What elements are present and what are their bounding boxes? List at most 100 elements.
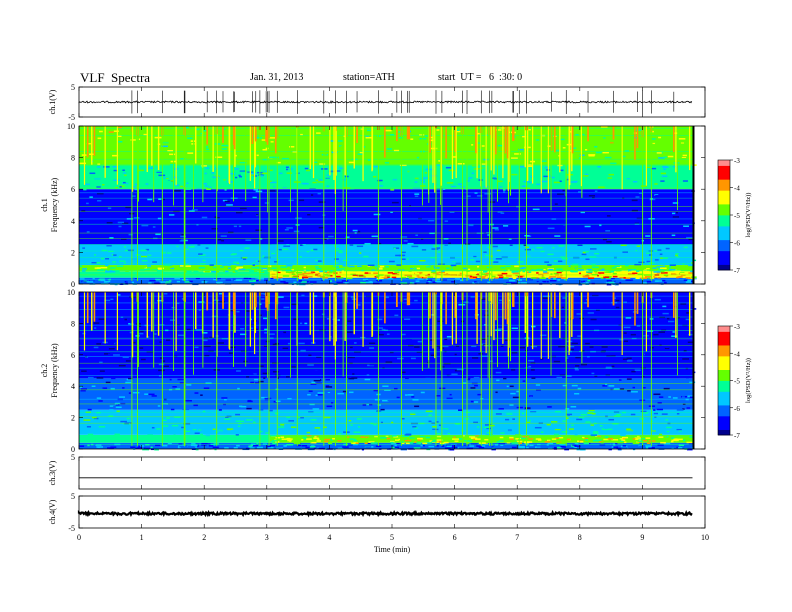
spectral-speckle — [337, 432, 342, 435]
spectral-speckle — [424, 141, 430, 144]
colorbar-label: log(PSD(V²/Hz)) — [745, 358, 752, 403]
spectral-speckle — [481, 445, 486, 447]
spectral-speckle — [616, 413, 622, 416]
spectral-speckle — [394, 267, 398, 269]
spectral-speckle — [171, 306, 175, 309]
spectral-speckle — [240, 350, 248, 353]
spectral-speckle — [643, 443, 651, 446]
spectral-speckle — [506, 385, 509, 388]
spectral-speckle — [255, 277, 262, 280]
spectral-speckle — [365, 436, 370, 439]
spectral-speckle — [207, 281, 211, 284]
spectral-speckle — [392, 178, 398, 181]
spectral-speckle — [679, 265, 684, 267]
spectral-speckle — [198, 301, 205, 303]
spectral-speckle — [371, 357, 377, 360]
spectral-speckle — [586, 268, 592, 271]
spectral-speckle — [526, 271, 531, 274]
spectral-speckle — [431, 248, 439, 250]
spectral-speckle — [211, 315, 218, 318]
spectral-speckle — [130, 446, 136, 448]
spectral-speckle — [280, 278, 288, 281]
spectral-speckle — [673, 438, 678, 440]
spectral-speckle — [536, 443, 541, 446]
spectral-speckle — [527, 255, 531, 258]
spectral-speckle — [241, 181, 245, 184]
spectral-speckle — [205, 146, 209, 148]
spectral-speckle — [193, 270, 199, 273]
spectral-speckle — [657, 444, 664, 446]
spectral-speckle — [578, 157, 583, 159]
spectral-speckle — [614, 388, 620, 390]
spectral-speckle — [303, 271, 307, 273]
spectral-speckle — [99, 247, 106, 249]
y-tick-label: 5 — [71, 492, 75, 501]
spectral-speckle — [537, 281, 544, 284]
spectral-speckle — [311, 183, 316, 185]
spectral-speckle — [352, 229, 358, 232]
spectral-speckle — [232, 301, 240, 303]
ylabel-line: ch.2 — [40, 364, 49, 378]
spectral-speckle — [605, 366, 612, 369]
spectral-speckle — [83, 188, 87, 191]
spectral-speckle — [576, 448, 584, 451]
spectral-speckle — [97, 200, 102, 202]
spectral-speckle — [96, 446, 104, 448]
spectral-speckle — [348, 377, 355, 380]
spectral-speckle — [227, 368, 230, 371]
y-tick-label: 6 — [71, 351, 75, 360]
spectral-speckle — [381, 328, 386, 331]
spectral-speckle — [416, 156, 420, 159]
spectral-speckle — [337, 319, 340, 321]
spectral-speckle — [253, 188, 259, 191]
spectral-speckle — [606, 355, 612, 357]
spectral-speckle — [645, 392, 653, 394]
spectral-speckle — [107, 419, 112, 421]
spectral-speckle — [239, 161, 247, 164]
spectral-speckle — [411, 396, 415, 398]
spectral-speckle — [234, 154, 237, 157]
spectral-speckle — [317, 438, 320, 440]
spectral-speckle — [528, 438, 534, 440]
spectral-speckle — [266, 445, 271, 448]
spectral-speckle — [601, 428, 604, 430]
spectral-speckle — [632, 386, 636, 389]
x-tick-label: 10 — [701, 533, 709, 542]
spectral-speckle — [350, 346, 353, 349]
spectral-speckle — [575, 365, 580, 367]
spectral-speckle — [538, 441, 542, 443]
spectral-speckle — [500, 444, 504, 447]
spectral-speckle — [373, 423, 377, 426]
spectral-speckle — [553, 181, 561, 184]
spectral-speckle — [503, 269, 506, 272]
spectral-speckle — [408, 421, 416, 423]
spectral-speckle — [595, 387, 601, 389]
spectral-speckle — [236, 211, 243, 214]
spectral-speckle — [633, 137, 638, 139]
spectral-speckle — [308, 249, 314, 252]
spectral-speckle — [116, 410, 120, 412]
spectral-speckle — [132, 279, 139, 281]
y-tick-label: 10 — [67, 122, 75, 131]
spectral-speckle — [366, 390, 373, 392]
spectral-speckle — [632, 438, 636, 440]
spectral-speckle — [163, 293, 168, 295]
spectral-speckle — [234, 168, 239, 170]
spectral-speckle — [475, 273, 480, 276]
spectral-speckle — [457, 441, 461, 444]
spectral-speckle — [256, 252, 259, 254]
spectral-speckle — [430, 147, 438, 150]
chart-title: VLF Spectra — [80, 70, 151, 85]
spectral-speckle — [611, 421, 617, 424]
colorbar-cell — [718, 375, 730, 379]
spectral-speckle — [606, 280, 612, 282]
colorbar-cell — [718, 256, 730, 260]
spectral-speckle — [196, 224, 199, 226]
spectral-speckle — [80, 386, 83, 388]
spectral-speckle — [390, 314, 396, 317]
spectral-speckle — [254, 372, 261, 374]
spectral-speckle — [640, 277, 648, 280]
spectral-speckle — [276, 447, 283, 450]
spectral-speckle — [271, 276, 277, 278]
spectral-speckle — [390, 428, 394, 430]
